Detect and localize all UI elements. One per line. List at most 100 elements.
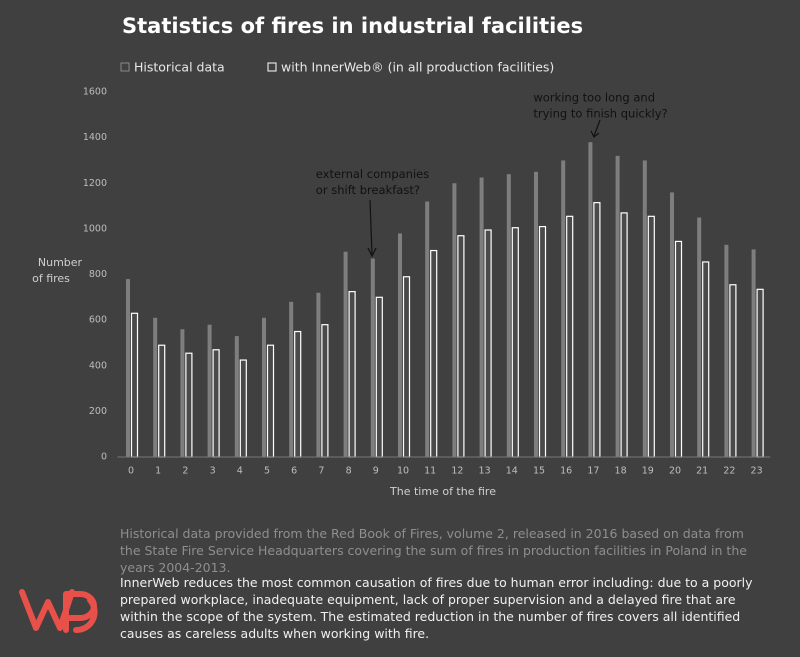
bar — [588, 142, 593, 457]
x-tick-label: 3 — [210, 466, 216, 477]
bar — [294, 330, 302, 458]
annotation: trying to finish quickly? — [533, 107, 667, 121]
annotation: or shift breakfast? — [316, 183, 420, 197]
y-tick-label: 600 — [89, 315, 107, 326]
bar — [185, 352, 193, 458]
annotation: external companies — [316, 167, 429, 181]
x-tick-label: 7 — [318, 466, 324, 477]
x-tick-label: 11 — [424, 466, 436, 477]
legend-swatch — [267, 62, 277, 72]
x-tick-label: 6 — [291, 466, 297, 477]
annotation-arrow — [593, 119, 601, 137]
bar — [262, 317, 266, 457]
bar — [538, 225, 547, 458]
x-tick-label: 10 — [397, 466, 409, 477]
annotation-arrow — [367, 247, 377, 258]
x-tick-label: 2 — [182, 466, 188, 477]
bar — [126, 279, 130, 457]
bar — [702, 261, 710, 458]
bar — [212, 349, 220, 458]
x-tick-label: 21 — [696, 466, 708, 477]
y-tick-label: 1000 — [83, 223, 107, 234]
x-tick-label: 5 — [264, 466, 270, 477]
bar — [561, 160, 566, 457]
bar — [697, 217, 702, 457]
bar — [130, 312, 139, 458]
bar — [266, 344, 275, 458]
bar — [398, 233, 402, 457]
x-axis-label: The time of the fire — [389, 485, 496, 498]
bar — [180, 329, 185, 457]
bar — [620, 212, 628, 458]
y-tick-label: 200 — [89, 406, 107, 417]
bar — [457, 235, 465, 458]
y-tick-label: 0 — [101, 452, 107, 463]
bar — [239, 359, 247, 458]
annotation-arrow — [590, 130, 600, 138]
annotation-arrow — [369, 199, 373, 255]
x-tick-label: 15 — [533, 466, 545, 477]
bar — [321, 324, 329, 458]
bar — [534, 171, 538, 457]
x-tick-label: 12 — [451, 466, 463, 477]
bar — [647, 215, 655, 458]
bar — [670, 192, 674, 457]
bar — [642, 160, 647, 457]
bar — [566, 215, 574, 458]
bar — [756, 288, 764, 458]
bar — [402, 276, 411, 458]
legend-label: Historical data — [134, 60, 225, 75]
bar — [316, 292, 321, 457]
bar — [729, 284, 737, 458]
x-tick-label: 18 — [615, 466, 627, 477]
y-tick-label: 1600 — [83, 87, 107, 98]
x-tick-label: 16 — [560, 466, 572, 477]
y-axis-label: of fires — [32, 272, 70, 285]
bar — [348, 291, 356, 458]
bar — [153, 317, 158, 457]
bar — [511, 227, 519, 458]
bar — [724, 244, 729, 457]
bar — [479, 177, 484, 457]
x-tick-label: 17 — [587, 466, 599, 477]
bar — [370, 258, 375, 457]
x-tick-label: 14 — [506, 466, 518, 477]
x-tick-label: 4 — [237, 466, 243, 477]
legend-label: with InnerWeb® (in all production facili… — [281, 60, 554, 75]
bar — [484, 229, 492, 458]
y-tick-label: 800 — [89, 269, 107, 280]
y-tick-label: 1400 — [83, 132, 107, 143]
bar — [452, 183, 457, 457]
logo — [19, 589, 98, 633]
y-tick-label: 1200 — [83, 178, 107, 189]
annotation: working too long and — [533, 91, 655, 105]
logo-arc — [73, 597, 98, 633]
x-tick-label: 9 — [373, 466, 379, 477]
x-tick-label: 23 — [751, 466, 763, 477]
x-tick-label: 1 — [155, 466, 161, 477]
y-tick-label: 400 — [89, 360, 107, 371]
bar — [289, 301, 294, 457]
legend-swatch — [120, 62, 130, 72]
bar — [234, 336, 239, 457]
bar — [158, 344, 166, 458]
bar — [425, 201, 430, 457]
note: Historical data provided from the Red Bo… — [120, 526, 747, 575]
x-tick-label: 19 — [642, 466, 654, 477]
x-tick-label: 22 — [723, 466, 735, 477]
y-axis-label: Number — [38, 256, 83, 269]
x-tick-label: 8 — [346, 466, 352, 477]
bar — [615, 155, 620, 457]
x-tick-label: 0 — [128, 466, 134, 477]
bar — [343, 251, 348, 457]
x-tick-label: 13 — [479, 466, 491, 477]
chart-title: Statistics of fires in industrial facili… — [122, 14, 583, 38]
bar — [593, 202, 601, 458]
bar — [674, 240, 683, 458]
note: InnerWeb reduces the most common causati… — [120, 575, 753, 641]
bar — [430, 249, 438, 458]
bar — [506, 174, 511, 457]
bar — [375, 296, 383, 458]
bar — [751, 249, 756, 457]
